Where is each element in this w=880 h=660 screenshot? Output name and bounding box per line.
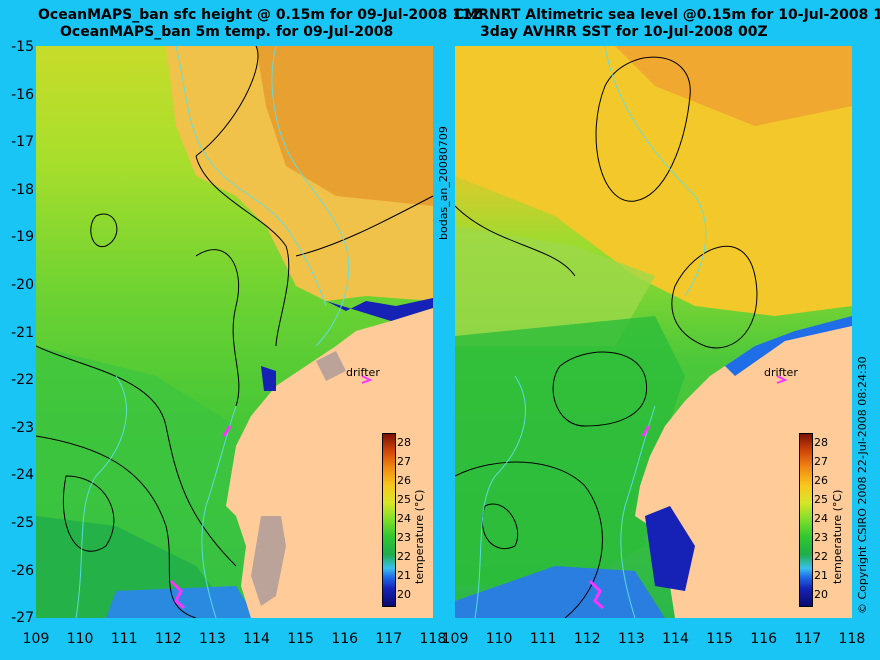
left-title-line1: OceanMAPS_ban sfc height @ 0.15m for 09-… (38, 7, 482, 23)
right-drifter-label: drifter (764, 366, 798, 379)
colorbar-tick-label: 23 (397, 531, 411, 544)
longitude-label: 111 (110, 631, 138, 647)
longitude-label: 117 (375, 631, 403, 647)
drifter-marker (361, 375, 373, 384)
latitude-label: -18 (11, 181, 34, 198)
colorbar-tick-label: 21 (814, 569, 828, 582)
longitude-label: 113 (199, 631, 226, 647)
longitude-label: 116 (331, 631, 359, 647)
left-title-line2: OceanMAPS_ban 5m temp. for 09-Jul-2008 (60, 24, 394, 40)
colorbar-tick-label: 25 (814, 493, 828, 506)
latitude-label: -20 (11, 277, 34, 293)
colorbar-tick-label: 28 (397, 436, 411, 449)
latitude-label: -17 (11, 134, 34, 151)
drifter-track (588, 579, 604, 610)
longitude-label: 114 (662, 631, 689, 647)
latitude-label: -16 (11, 86, 34, 103)
colorbar-tick-label: 22 (814, 550, 828, 563)
colorbar-tick-label: 28 (814, 436, 828, 449)
left-sst-map (36, 46, 433, 618)
colorbar-tick-label: 21 (397, 569, 411, 582)
right-colorbar (799, 433, 813, 607)
drifter-track (169, 579, 185, 610)
right-map-panel (455, 46, 852, 618)
left-drifter-label: drifter (346, 366, 380, 379)
right-colorbar-title: temperature (°C) (831, 489, 844, 584)
colorbar-tick-label: 24 (814, 512, 828, 525)
longitude-label: 118 (838, 631, 866, 647)
latitude-label: -26 (11, 562, 34, 579)
latitude-label: -25 (11, 515, 34, 531)
colorbar-tick-label: 20 (814, 588, 828, 601)
latitude-label: -22 (11, 372, 34, 389)
latitude-label: -19 (11, 229, 34, 246)
latitude-label: -27 (11, 610, 34, 627)
right-title-line2: 3day AVHRR SST for 10-Jul-2008 00Z (480, 24, 768, 40)
longitude-label: 109 (441, 631, 469, 647)
left-colorbar-title: temperature (°C) (413, 489, 426, 584)
colorbar-tick-label: 20 (397, 588, 411, 601)
colorbar-tick-label: 25 (397, 493, 411, 506)
left-map-panel (36, 46, 433, 618)
longitude-label: 118 (419, 631, 447, 647)
longitude-label: 114 (243, 631, 270, 647)
colorbar-tick-label: 24 (397, 512, 411, 525)
longitude-label: 110 (66, 631, 94, 647)
colorbar-tick-label: 23 (814, 531, 828, 544)
longitude-label: 112 (573, 631, 601, 647)
colorbar-tick-label: 27 (814, 455, 828, 468)
longitude-label: 113 (618, 631, 645, 647)
right-sst-map (455, 46, 852, 618)
left-colorbar (382, 433, 396, 607)
latitude-label: -21 (11, 324, 34, 341)
colorbar-tick-label: 22 (397, 550, 411, 563)
latitude-label: -24 (11, 467, 34, 484)
longitude-label: 116 (750, 631, 778, 647)
right-side-label: © Copyright CSIRO 2008 22-Jul-2008 08:24… (856, 356, 869, 614)
longitude-label: 111 (529, 631, 557, 647)
colorbar-tick-label: 26 (814, 474, 828, 487)
longitude-label: 112 (154, 631, 182, 647)
longitude-label: 115 (706, 631, 733, 647)
latitude-label: -15 (11, 39, 34, 55)
right-title-line1: CMRNRT Altimetric sea level @0.15m for 1… (454, 7, 880, 23)
colorbar-tick-label: 27 (397, 455, 411, 468)
drifter-marker (776, 375, 788, 384)
colorbar-tick-label: 26 (397, 474, 411, 487)
left-side-label: bodas_an_20080709 (437, 126, 450, 240)
latitude-label: -23 (11, 419, 34, 436)
longitude-label: 110 (485, 631, 513, 647)
longitude-label: 109 (22, 631, 50, 647)
longitude-label: 117 (794, 631, 822, 647)
longitude-label: 115 (287, 631, 314, 647)
